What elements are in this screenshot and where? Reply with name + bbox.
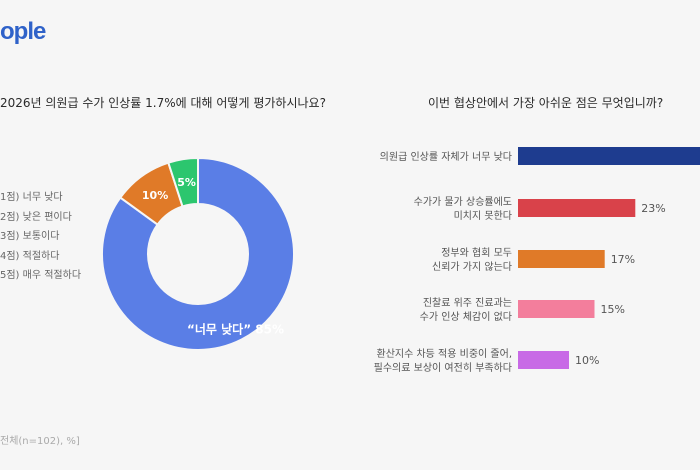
- bar-value-label: 10%: [575, 354, 599, 367]
- legend-item: 2점) 낮은 편이다: [0, 211, 72, 223]
- bar-value-label: 15%: [601, 303, 625, 316]
- bar-category-label: 의원급 인상률 자체가 너무 낮다: [380, 151, 512, 163]
- legend-item: 3점) 보통이다: [0, 231, 60, 242]
- donut-slice-label: “너무 낮다” 85%: [187, 322, 284, 337]
- bar-category-label: 필수의료 보상이 여전히 부족하다: [374, 361, 512, 374]
- bar-category-label: 미치지 못한다: [454, 210, 512, 222]
- bar-question-title: 이번 협상안에서 가장 아쉬운 점은 무엇입니까?: [428, 96, 664, 110]
- brand-logo: ople: [0, 18, 46, 45]
- bar-value-label: 23%: [641, 202, 665, 215]
- donut-legend: 1점) 너무 낮다 2점) 낮은 편이다 3점) 보통이다 4점) 적절하다 5…: [0, 188, 81, 286]
- bar: [518, 199, 636, 217]
- bar-category-label: 진찰료 위주 진료과는: [423, 296, 512, 309]
- donut-slice-label: 10%: [142, 189, 168, 202]
- bar: [518, 351, 569, 369]
- bar-category-label: 수가 인상 체감이 없다: [420, 310, 512, 323]
- donut-question-title: 2026년 의원급 수가 인상률 1.7%에 대해 어떻게 평가하시나요?: [0, 96, 326, 110]
- bar-value-label: 17%: [611, 253, 635, 266]
- bar: [518, 147, 700, 165]
- donut-slice: [167, 156, 199, 208]
- donut-slice: [101, 156, 295, 351]
- footnote: 전체(n=102), %]: [0, 436, 80, 447]
- bar: [518, 250, 605, 268]
- bar-category-label: 정부와 협회 모두: [441, 246, 512, 259]
- legend-item: 5점) 매우 적절하다: [0, 270, 82, 281]
- legend-item: 1점) 너무 낮다: [0, 192, 63, 203]
- bar-category-label: 수가가 물가 상승률에도: [414, 196, 512, 208]
- donut-chart: “너무 낮다” 85% 10% 5%: [101, 156, 295, 351]
- bar-category-label: 환산지수 차등 적용 비중이 줄어,: [377, 348, 513, 360]
- legend-item: 4점) 적절하다: [0, 250, 60, 262]
- bar: [518, 300, 595, 318]
- donut-slice-label: 5%: [177, 176, 196, 189]
- bar-category-label: 신뢰가 가지 않는다: [432, 261, 512, 273]
